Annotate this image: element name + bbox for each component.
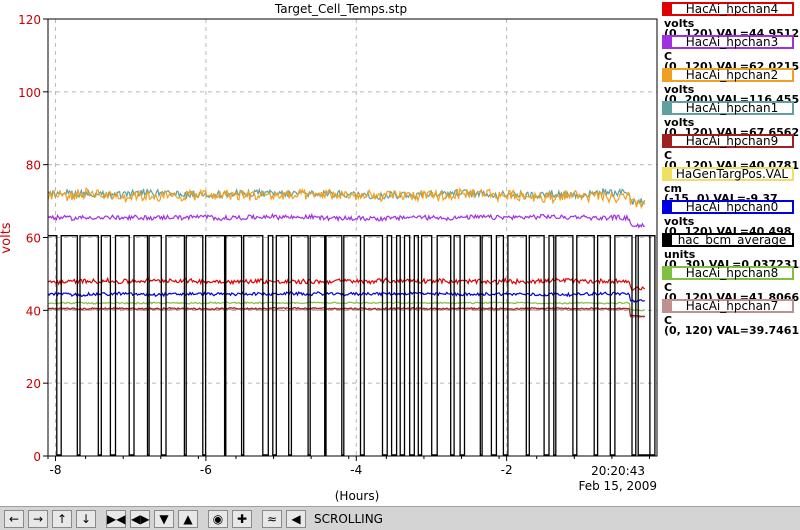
x-tick-label: -4 xyxy=(350,463,362,477)
series-HacAi_hpchan2 xyxy=(47,186,646,210)
current-date: Feb 15, 2009 xyxy=(579,479,658,493)
series-HacAi_hpchan3 xyxy=(47,212,645,229)
legend-series-name[interactable]: HacAi_hpchan8 xyxy=(662,266,794,280)
expand-horizontal-icon[interactable]: ▶◀ xyxy=(106,510,126,528)
y-tick-label: 20 xyxy=(26,377,41,391)
legend-series-name[interactable]: HacAi_hpchan7 xyxy=(662,299,794,313)
legend-series-name[interactable]: HacAi_hpchan1 xyxy=(662,101,794,115)
x-tick-label: -8 xyxy=(50,463,62,477)
series-hac_bcm_average xyxy=(48,235,656,456)
legend-item[interactable]: HacAi_hpchan7 C (0, 120) VAL=39.7461 xyxy=(660,297,800,336)
y-tick-label: 0 xyxy=(33,450,41,464)
y-tick-label: 100 xyxy=(18,86,41,100)
compress-horizontal-icon[interactable]: ◀▶ xyxy=(130,510,150,528)
legend-range-value: (0, 30) VAL=0.0372313 xyxy=(664,258,800,271)
chart-title: Target_Cell_Temps.stp xyxy=(274,2,407,16)
arrow-left-icon[interactable]: ← xyxy=(4,510,24,528)
legend-item[interactable]: HaGenTargPos.VAL cm (-15, 0) VAL=-9.37 xyxy=(660,165,800,204)
legend-unit: C xyxy=(664,281,673,294)
legend-item[interactable]: HacAi_hpchan3 C (0, 120) VAL=62.0215 xyxy=(660,33,800,72)
arrow-down-icon[interactable]: ↓ xyxy=(76,510,96,528)
legend-unit: volts xyxy=(664,215,695,228)
x-axis-label: (Hours) xyxy=(335,489,380,503)
y-tick-label: 80 xyxy=(26,159,41,173)
y-axis: 0 20 40 60 80 100 120 xyxy=(18,13,48,464)
legend-item[interactable]: HacAi_hpchan2 volts (0, 200) VAL=116.455 xyxy=(660,66,800,105)
legend-range-value: (0, 120) VAL=40.0781 xyxy=(664,159,800,172)
legend-item[interactable]: HacAi_hpchan8 C (0, 120) VAL=41.8066 xyxy=(660,264,800,303)
legend-range-value: (0, 120) VAL=62.0215 xyxy=(664,60,800,73)
scroll-status: SCROLLING xyxy=(314,512,383,526)
legend-series-name[interactable]: HacAi_hpchan4 xyxy=(662,2,794,16)
legend-item[interactable]: HacAi_hpchan4 volts (0, 120) VAL=44.9512 xyxy=(660,0,800,39)
grid xyxy=(48,19,657,456)
y-axis-label: volts xyxy=(0,222,14,253)
series-layer xyxy=(47,186,656,456)
y-tick-label: 120 xyxy=(18,13,41,27)
legend-series-name[interactable]: HacAi_hpchan0 xyxy=(662,200,794,214)
x-axis: -8 -6 -4 -2 xyxy=(47,456,650,477)
legend-unit: cm xyxy=(664,182,682,195)
legend-series-name[interactable]: hac_bcm_average xyxy=(662,233,794,247)
legend: HacAi_hpchan4 volts (0, 120) VAL=44.9512 Ha… xyxy=(660,0,800,505)
legend-range-value: (0, 200) VAL=116.455 xyxy=(664,93,800,106)
legend-unit: C xyxy=(664,50,673,63)
chart: Target_Cell_Temps.stp 0 20 40 60 80 100 120 -8… xyxy=(0,2,658,503)
legend-unit: volts xyxy=(664,83,695,96)
legend-unit: C xyxy=(664,314,673,327)
legend-item[interactable]: hac_bcm_average units (0, 30) VAL=0.037231… xyxy=(660,231,800,270)
legend-range-value: (0, 120) VAL=39.7461 xyxy=(664,324,800,337)
legend-series-name[interactable]: HacAi_hpchan3 xyxy=(662,35,794,49)
x-tick-label: -6 xyxy=(200,463,212,477)
legend-range-value: (0, 120) VAL=41.8066 xyxy=(664,291,800,304)
autoscale-icon[interactable]: ≈ xyxy=(262,510,282,528)
export-icon[interactable]: ◀ xyxy=(286,510,306,528)
legend-item[interactable]: HacAi_hpchan1 volts (0, 120) VAL=67.6562 xyxy=(660,99,800,138)
legend-item[interactable]: HacAi_hpchan0 volts (0, 120) VAL=40.498 xyxy=(660,198,800,237)
arrow-right-icon[interactable]: → xyxy=(28,510,48,528)
current-time: 20:20:43 xyxy=(591,464,645,478)
legend-series-name[interactable]: HaGenTargPos.VAL xyxy=(662,167,794,181)
toolbar: SCROLLING ← → ↑ ↓ ▶◀ ◀▶ ▼ ▲ ◉ ✚ ≈ ◀ xyxy=(0,506,800,530)
legend-unit: units xyxy=(664,248,696,261)
legend-series-name[interactable]: HacAi_hpchan9 xyxy=(662,134,794,148)
legend-unit: volts xyxy=(664,17,695,30)
add-icon[interactable]: ✚ xyxy=(232,510,252,528)
legend-unit: C xyxy=(664,149,673,162)
legend-range-value: (-15, 0) VAL=-9.37 xyxy=(664,192,778,205)
legend-range-value: (0, 120) VAL=67.6562 xyxy=(664,126,800,139)
legend-unit: volts xyxy=(664,116,695,129)
legend-item[interactable]: HacAi_hpchan9 C (0, 120) VAL=40.0781 xyxy=(660,132,800,171)
x-tick-label: -2 xyxy=(501,463,513,477)
y-tick-label: 40 xyxy=(26,304,41,318)
legend-range-value: (0, 120) VAL=44.9512 xyxy=(664,27,800,40)
legend-range-value: (0, 120) VAL=40.498 xyxy=(664,225,792,238)
compress-vertical-icon[interactable]: ▲ xyxy=(178,510,198,528)
arrow-up-icon[interactable]: ↑ xyxy=(52,510,72,528)
record-icon[interactable]: ◉ xyxy=(208,510,228,528)
legend-series-name[interactable]: HacAi_hpchan2 xyxy=(662,68,794,82)
expand-vertical-icon[interactable]: ▼ xyxy=(154,510,174,528)
y-tick-label: 60 xyxy=(26,232,41,246)
